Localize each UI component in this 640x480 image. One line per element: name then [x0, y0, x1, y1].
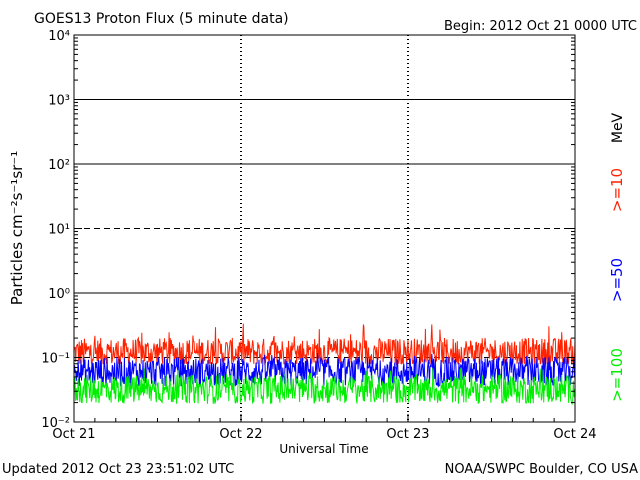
y-tick-label: 10⁰	[48, 287, 70, 302]
x-tick-label: Oct 22	[219, 427, 262, 442]
x-axis-ticks: Oct 21 Oct 22 Oct 23 Oct 24	[52, 414, 597, 442]
credit-label: NOAA/SWPC Boulder, CO USA	[445, 462, 638, 477]
x-tick-label: Oct 24	[553, 427, 596, 442]
legend-entry: >=50	[608, 258, 626, 302]
x-tick-label: Oct 21	[52, 427, 95, 442]
unit-label: MeV	[610, 112, 626, 143]
legend: MeV >=10 >=50 >=100	[608, 112, 626, 401]
legend-entry: >=100	[608, 348, 626, 402]
series-line	[73, 353, 576, 388]
x-tick-label: Oct 23	[386, 427, 429, 442]
y-axis-ticks: 10⁻² 10⁻¹ 10⁰ 10¹ 10² 10³ 10⁴	[41, 29, 575, 431]
y-tick-label: 10¹	[48, 223, 70, 238]
updated-timestamp: Updated 2012 Oct 23 23:51:02 UTC	[2, 462, 234, 477]
series-line	[73, 323, 576, 366]
y-tick-label: 10²	[48, 158, 70, 173]
y-tick-label: 10³	[48, 94, 70, 109]
y-tick-label: 10⁴	[48, 29, 70, 44]
series-line	[73, 367, 576, 406]
legend-entry: >=10	[608, 168, 626, 212]
chart-title: GOES13 Proton Flux (5 minute data)	[34, 11, 289, 27]
x-axis-label: Universal Time	[279, 442, 368, 456]
y-tick-label: 10⁻²	[41, 416, 70, 431]
series-layer	[73, 323, 576, 406]
y-axis-label: Particles cm⁻²s⁻¹sr⁻¹	[8, 151, 26, 305]
y-tick-label: 10⁻¹	[41, 352, 70, 367]
begin-label: Begin: 2012 Oct 21 0000 UTC	[444, 19, 637, 34]
